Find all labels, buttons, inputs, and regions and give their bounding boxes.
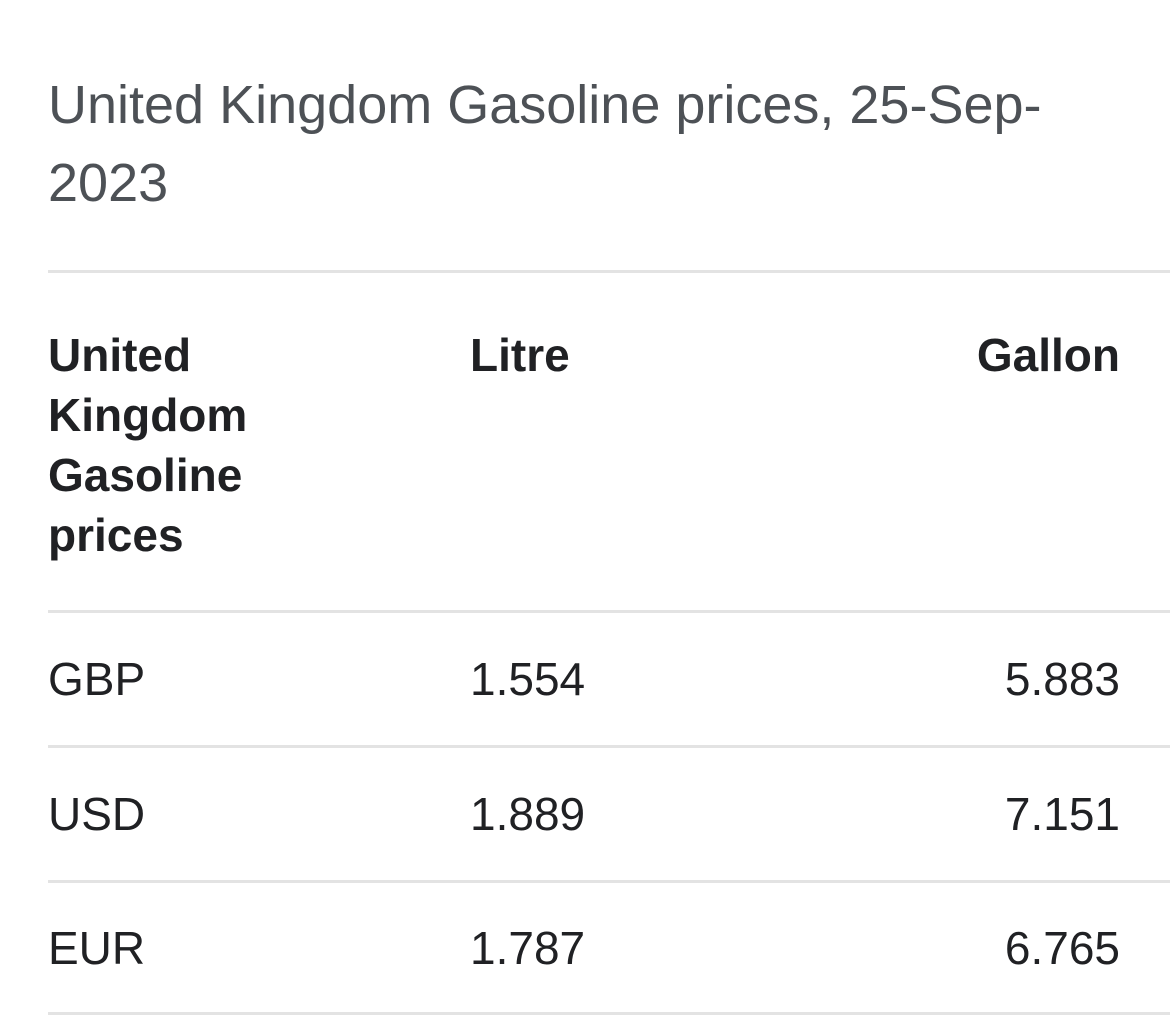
gallon-price: 6.765: [1004, 921, 1120, 974]
table-row: GBP 1.554 5.883: [48, 610, 1170, 745]
currency: EUR: [48, 921, 146, 974]
currency: GBP: [48, 653, 146, 705]
table-row: USD 1.889 7.151: [48, 745, 1170, 880]
litre-price: 1.787: [470, 921, 586, 974]
column-header: United Kingdom Gasoline prices: [48, 329, 248, 561]
litre-price: 1.554: [470, 653, 586, 705]
table-row: EUR 1.787 6.765: [48, 880, 1170, 1015]
gallon-price: 5.883: [1004, 653, 1120, 705]
litre-price: 1.889: [470, 788, 586, 840]
gallon-price: 7.151: [1004, 788, 1120, 840]
currency: USD: [48, 788, 146, 840]
column-header: Litre: [470, 329, 570, 381]
price-table: United Kingdom Gasoline prices Litre Gal…: [48, 270, 1170, 1015]
page-title: United Kingdom Gasoline prices, 25-Sep-2…: [48, 75, 1042, 213]
header-row: United Kingdom Gasoline prices Litre Gal…: [48, 270, 1170, 610]
column-header: Gallon: [976, 329, 1120, 381]
